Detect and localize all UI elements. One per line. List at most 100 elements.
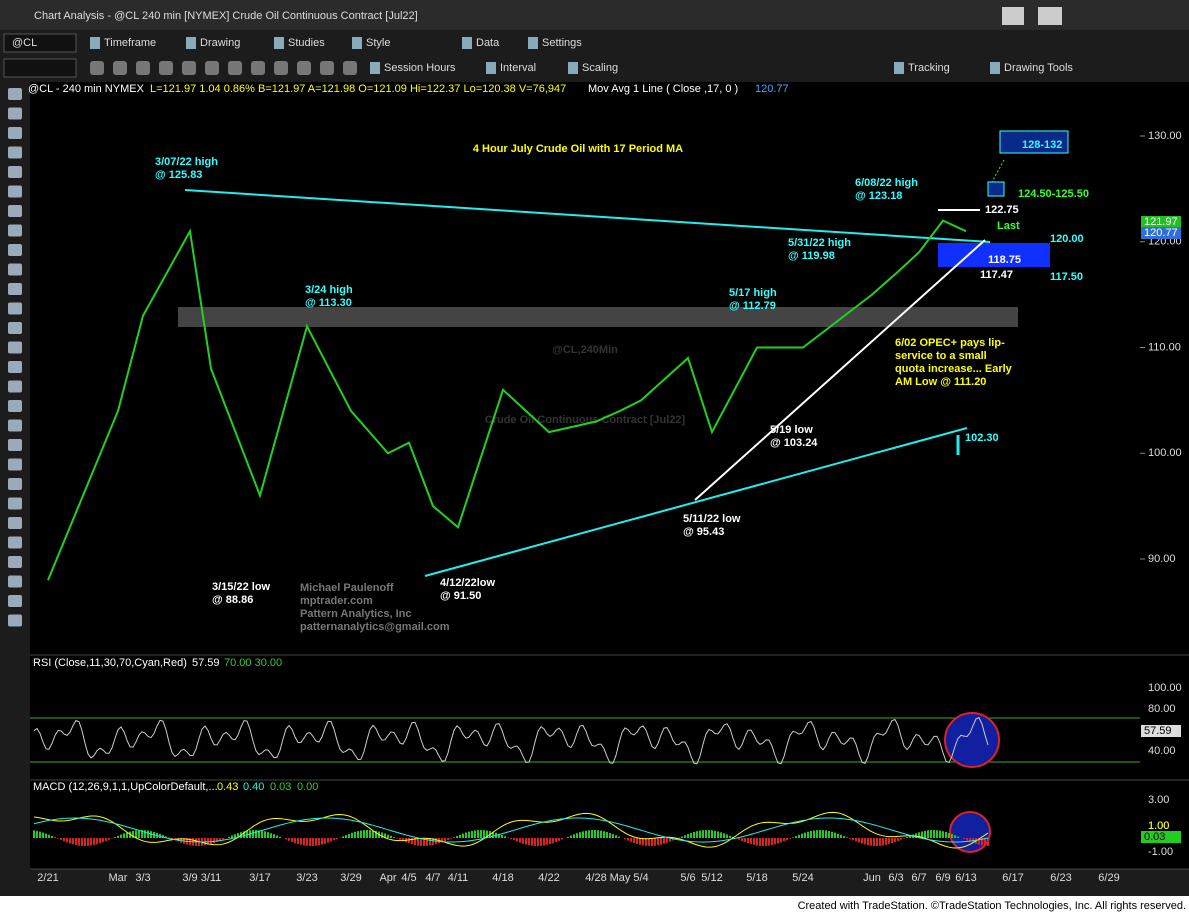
tool-icon[interactable]	[8, 439, 22, 451]
annotation: quota increase... Early	[895, 363, 1013, 375]
tool-icon[interactable]	[8, 127, 22, 139]
x-tick-label: 6/17	[1002, 872, 1023, 884]
tool-icon[interactable]	[274, 37, 284, 49]
x-tick-label: 5/12	[701, 872, 722, 884]
annotation: @ 123.18	[855, 190, 902, 202]
tool-icon[interactable]	[8, 556, 22, 568]
tool-icon[interactable]	[8, 536, 22, 549]
tool-icon[interactable]	[251, 61, 265, 75]
annotation: 5/31/22 high	[788, 237, 851, 249]
tool-icon[interactable]	[352, 37, 362, 49]
x-tick-label: 5/4	[633, 872, 648, 884]
tool-icon[interactable]	[8, 205, 22, 217]
tool-icon[interactable]	[894, 62, 904, 74]
title-bar	[0, 0, 1189, 30]
status-ma: Mov Avg 1 Line ( Close ,17, 0 )	[588, 83, 738, 95]
annotation: @ 113.30	[305, 297, 352, 309]
tool-icon[interactable]	[8, 107, 22, 120]
tool-icon[interactable]	[90, 37, 100, 49]
tool-icon[interactable]	[8, 341, 22, 354]
toolbar-item[interactable]: Session Hours	[384, 62, 456, 74]
toolbar-item[interactable]: Tracking	[908, 62, 950, 74]
annotation: 102.30	[965, 432, 999, 444]
tool-icon[interactable]	[113, 61, 127, 75]
tool-icon[interactable]	[182, 61, 196, 75]
tool-icon[interactable]	[8, 224, 22, 237]
symbol-box[interactable]	[3, 33, 77, 53]
tool-icon[interactable]	[8, 166, 22, 178]
rsi-tag	[1141, 725, 1181, 737]
tool-icon[interactable]	[8, 595, 22, 607]
tool-icon[interactable]	[8, 614, 22, 627]
toolbar-item[interactable]: Interval	[500, 62, 536, 74]
y-tick-label: 130.00	[1148, 130, 1182, 142]
toolbar-item[interactable]: Drawing Tools	[1004, 62, 1073, 74]
tool-icon[interactable]	[8, 146, 22, 159]
tool-icon[interactable]	[8, 244, 22, 256]
watermark: Crude Oil Continuous Contract [Jul22]	[485, 414, 686, 426]
toolbar-item[interactable]: Style	[366, 37, 390, 49]
toolbar-item[interactable]: Studies	[288, 37, 325, 49]
price-tag-label: 120.77	[1144, 227, 1178, 239]
tool-icon[interactable]	[528, 37, 538, 49]
tool-icon[interactable]	[8, 361, 22, 373]
tool-icon[interactable]	[228, 61, 242, 75]
tool-icon[interactable]	[320, 61, 334, 75]
tool-icon[interactable]	[568, 62, 578, 74]
tool-icon[interactable]	[8, 283, 22, 295]
tool-icon[interactable]	[8, 88, 22, 100]
tool-icon[interactable]	[8, 478, 22, 490]
tool-icon[interactable]	[370, 62, 380, 74]
tool-icon[interactable]	[8, 322, 22, 334]
tool-icon[interactable]	[486, 62, 496, 74]
tool-icon[interactable]	[274, 61, 288, 75]
tool-icon[interactable]	[8, 185, 22, 198]
footer: Created with TradeStation. ©TradeStation…	[798, 900, 1186, 912]
x-tick-label: Apr	[379, 872, 396, 884]
tool-icon[interactable]	[159, 61, 173, 75]
annotation: 117.47	[980, 269, 1013, 281]
annotation: 128-132	[1022, 139, 1062, 151]
input-box[interactable]	[3, 58, 77, 78]
button[interactable]	[1038, 7, 1062, 25]
macd-tag-label: 0.03	[1144, 831, 1165, 843]
tool-icon[interactable]	[8, 575, 22, 588]
annotation: 6/08/22 high	[855, 177, 918, 189]
x-tick-label: 5/18	[746, 872, 767, 884]
tool-icon[interactable]	[186, 37, 196, 49]
tool-icon[interactable]	[90, 61, 104, 75]
macd-axis-label: 3.00	[1148, 794, 1169, 806]
rsi-axis-label: 80.00	[1148, 703, 1176, 715]
tool-icon[interactable]	[8, 263, 22, 276]
button[interactable]	[1002, 7, 1024, 25]
tool-icon[interactable]	[8, 458, 22, 471]
tool-icon[interactable]	[8, 517, 22, 529]
annotation: patternanalytics@gmail.com	[300, 621, 450, 633]
tool-icon[interactable]	[990, 62, 1000, 74]
toolbar-item[interactable]: Settings	[542, 37, 582, 49]
toolbar-item[interactable]: Data	[476, 37, 500, 49]
tool-icon[interactable]	[297, 61, 311, 75]
annotation: @ 91.50	[440, 590, 481, 602]
tool-icon[interactable]	[8, 497, 22, 510]
macd-value: 0.40	[243, 781, 264, 793]
annotation: 3/07/22 high	[155, 156, 218, 168]
tool-icon[interactable]	[462, 37, 472, 49]
x-tick-label: 6/3	[888, 872, 903, 884]
macd-value: 0.03	[270, 781, 291, 793]
toolbar-item[interactable]: Timeframe	[104, 37, 156, 49]
toolbar-item[interactable]: Drawing	[200, 37, 240, 49]
tool-icon[interactable]	[205, 61, 219, 75]
price-tag	[1141, 227, 1181, 239]
toolbar-item[interactable]: Scaling	[582, 62, 618, 74]
tool-icon[interactable]	[8, 302, 22, 315]
target-box	[987, 181, 1005, 197]
tool-icon[interactable]	[136, 61, 150, 75]
tool-icon[interactable]	[8, 419, 22, 432]
tool-icon[interactable]	[8, 380, 22, 393]
highlight	[949, 811, 991, 853]
tool-icon[interactable]	[343, 61, 357, 75]
tool-icon[interactable]	[8, 400, 22, 412]
rsi-value: 57.59	[192, 657, 220, 669]
